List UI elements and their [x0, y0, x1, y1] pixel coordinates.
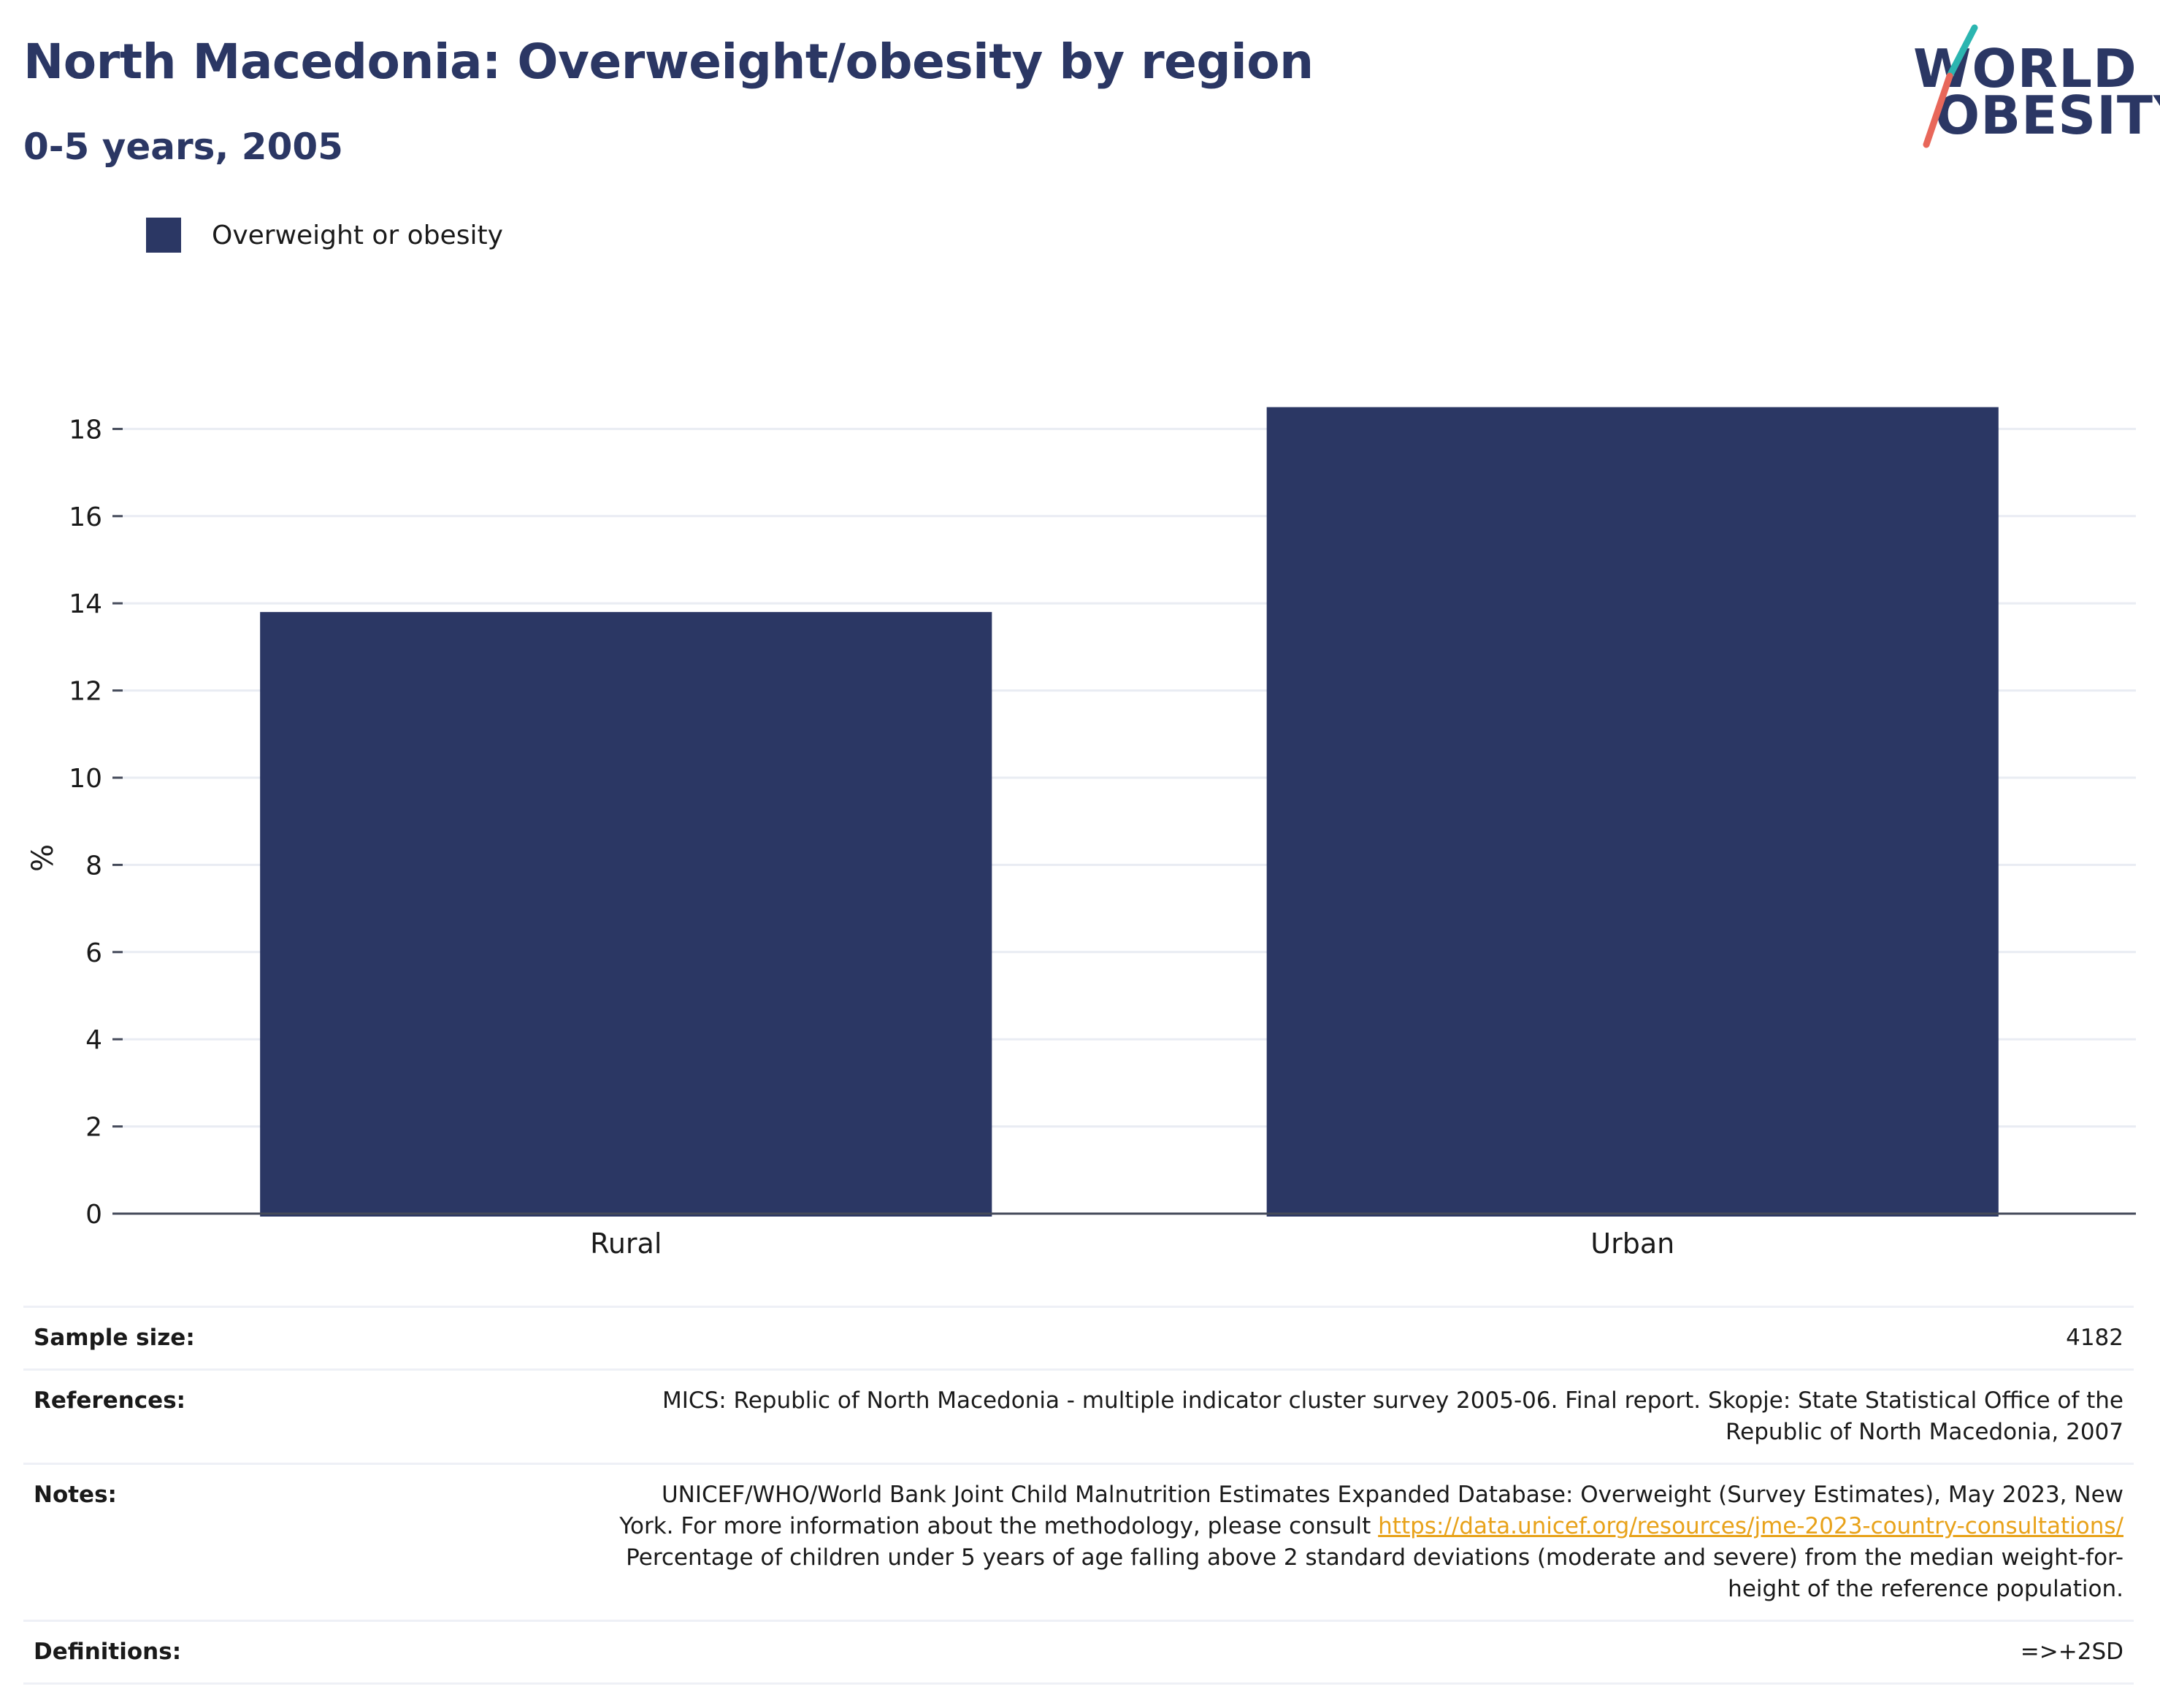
definitions-label: Definitions:	[34, 1639, 182, 1665]
references-label: References:	[34, 1387, 186, 1414]
y-tick-label: 4	[85, 1025, 102, 1055]
x-axis-categories: Rural Urban	[590, 1228, 1674, 1260]
chart-title: North Macedonia: Overweight/obesity by r…	[23, 34, 1314, 90]
x-category-label: Rural	[590, 1228, 662, 1260]
notes-line-2: York. For more information about the met…	[619, 1513, 1379, 1539]
y-tick-label: 16	[69, 502, 102, 532]
bars	[260, 407, 1999, 1217]
sample-size-label: Sample size:	[34, 1325, 195, 1351]
references-line-1: MICS: Republic of North Macedonia - mult…	[662, 1387, 2123, 1414]
y-tick-label: 12	[69, 677, 102, 707]
logo-slash-icon	[1923, 24, 1978, 148]
legend-label: Overweight or obesity	[212, 220, 503, 250]
info-table: Sample size: 4182 References: MICS: Repu…	[23, 1306, 2134, 1685]
world-obesity-logo[interactable]: WORLD OBESITY	[1899, 22, 2160, 153]
bar-rural[interactable]	[260, 612, 992, 1217]
bar-chart: 0 2 4 6 8 10 12 14 16 18 Rural Urban %	[26, 407, 2136, 1260]
bar-urban[interactable]	[1266, 407, 1999, 1217]
notes-value: UNICEF/WHO/World Bank Joint Child Malnut…	[619, 1479, 2123, 1605]
y-tick-label: 0	[85, 1200, 102, 1230]
legend-swatch	[146, 218, 181, 253]
info-row-sample-size: Sample size: 4182	[23, 1306, 2134, 1368]
notes-line-4: height of the reference population.	[1728, 1576, 2123, 1602]
y-tick-label: 14	[69, 589, 102, 619]
chart-subtitle: 0-5 years, 2005	[23, 126, 343, 168]
y-tick-label: 2	[85, 1113, 102, 1143]
y-tick-label: 10	[69, 764, 102, 794]
notes-label: Notes:	[34, 1482, 117, 1508]
references-value: MICS: Republic of North Macedonia - mult…	[662, 1385, 2123, 1448]
methodology-link[interactable]: https://data.unicef.org/resources/jme-20…	[1378, 1513, 2123, 1539]
info-row-references: References: MICS: Republic of North Mace…	[23, 1368, 2134, 1463]
info-row-notes: Notes: UNICEF/WHO/World Bank Joint Child…	[23, 1463, 2134, 1620]
definitions-value: =>+2SD	[2020, 1639, 2123, 1665]
y-tick-label: 6	[85, 938, 102, 968]
notes-line-3: Percentage of children under 5 years of …	[626, 1544, 2123, 1571]
x-category-label: Urban	[1590, 1228, 1674, 1260]
sample-size-value: 4182	[2066, 1325, 2123, 1351]
y-tick-label: 18	[69, 415, 102, 445]
references-line-2: Republic of North Macedonia, 2007	[1726, 1419, 2123, 1445]
logo-text-obesity: OBESITY	[1935, 85, 2160, 146]
y-axis-label: %	[26, 844, 60, 872]
y-tick-label: 8	[85, 851, 102, 881]
legend: Overweight or obesity	[146, 218, 503, 253]
info-row-definitions: Definitions: =>+2SD	[23, 1620, 2134, 1685]
y-axis-ticks: 0 2 4 6 8 10 12 14 16 18	[69, 415, 123, 1230]
notes-line-1: UNICEF/WHO/World Bank Joint Child Malnut…	[661, 1482, 2123, 1508]
